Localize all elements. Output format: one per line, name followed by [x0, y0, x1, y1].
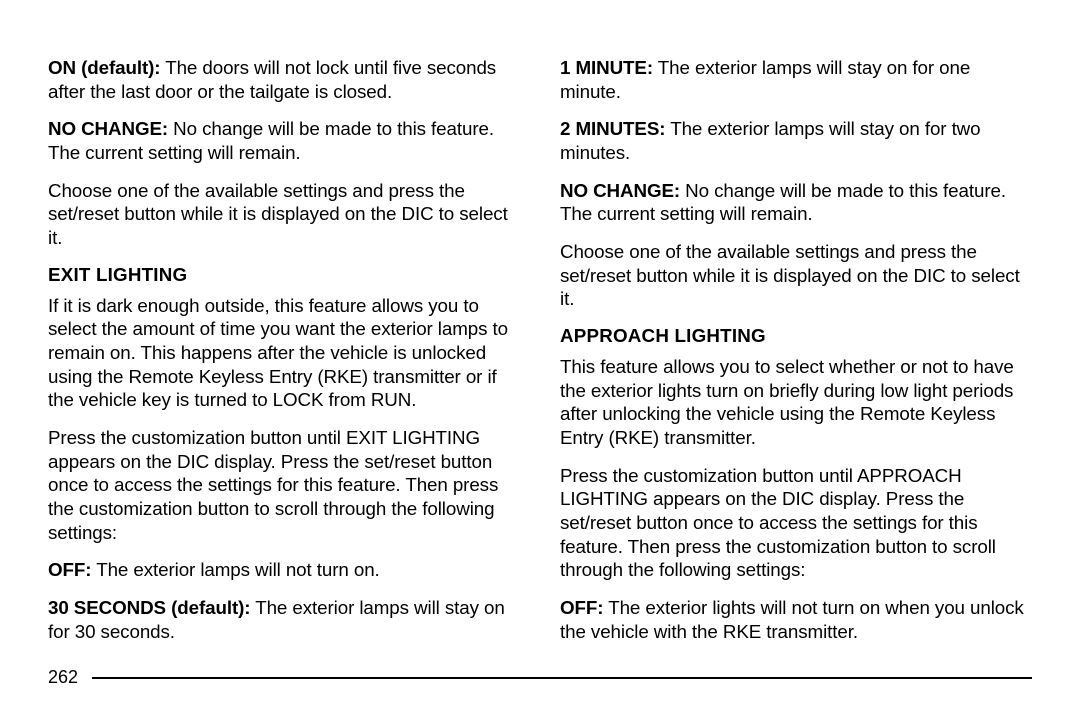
section-heading: EXIT LIGHTING — [48, 264, 520, 286]
option-label: NO CHANGE: — [560, 180, 680, 201]
manual-page: ON (default): The doors will not lock un… — [0, 0, 1080, 720]
right-column: 1 MINUTE: The exterior lamps will stay o… — [560, 56, 1032, 657]
paragraph: This feature allows you to select whethe… — [560, 355, 1032, 450]
option-label: 2 MINUTES: — [560, 118, 665, 139]
paragraph: NO CHANGE: No change will be made to thi… — [48, 117, 520, 164]
paragraph: Choose one of the available settings and… — [48, 179, 520, 250]
paragraph: Press the customization button until APP… — [560, 464, 1032, 582]
option-label: ON (default): — [48, 57, 160, 78]
paragraph: Choose one of the available settings and… — [560, 240, 1032, 311]
section-heading: APPROACH LIGHTING — [560, 325, 1032, 347]
paragraph: OFF: The exterior lamps will not turn on… — [48, 558, 520, 582]
paragraph: 2 MINUTES: The exterior lamps will stay … — [560, 117, 1032, 164]
left-column: ON (default): The doors will not lock un… — [48, 56, 520, 657]
option-label: NO CHANGE: — [48, 118, 168, 139]
paragraph: If it is dark enough outside, this featu… — [48, 294, 520, 412]
paragraph: Press the customization button until EXI… — [48, 426, 520, 544]
footer-rule — [92, 677, 1032, 679]
paragraph: NO CHANGE: No change will be made to thi… — [560, 179, 1032, 226]
option-label: OFF: — [48, 559, 91, 580]
option-label: 1 MINUTE: — [560, 57, 653, 78]
paragraph: OFF: The exterior lights will not turn o… — [560, 596, 1032, 643]
page-footer: 262 — [48, 667, 1032, 688]
option-text: The exterior lights will not turn on whe… — [560, 597, 1024, 642]
option-label: OFF: — [560, 597, 603, 618]
page-number: 262 — [48, 667, 78, 688]
paragraph: 1 MINUTE: The exterior lamps will stay o… — [560, 56, 1032, 103]
paragraph: 30 SECONDS (default): The exterior lamps… — [48, 596, 520, 643]
option-text: The exterior lamps will not turn on. — [91, 559, 379, 580]
paragraph: ON (default): The doors will not lock un… — [48, 56, 520, 103]
option-label: 30 SECONDS (default): — [48, 597, 250, 618]
two-column-layout: ON (default): The doors will not lock un… — [48, 56, 1032, 657]
